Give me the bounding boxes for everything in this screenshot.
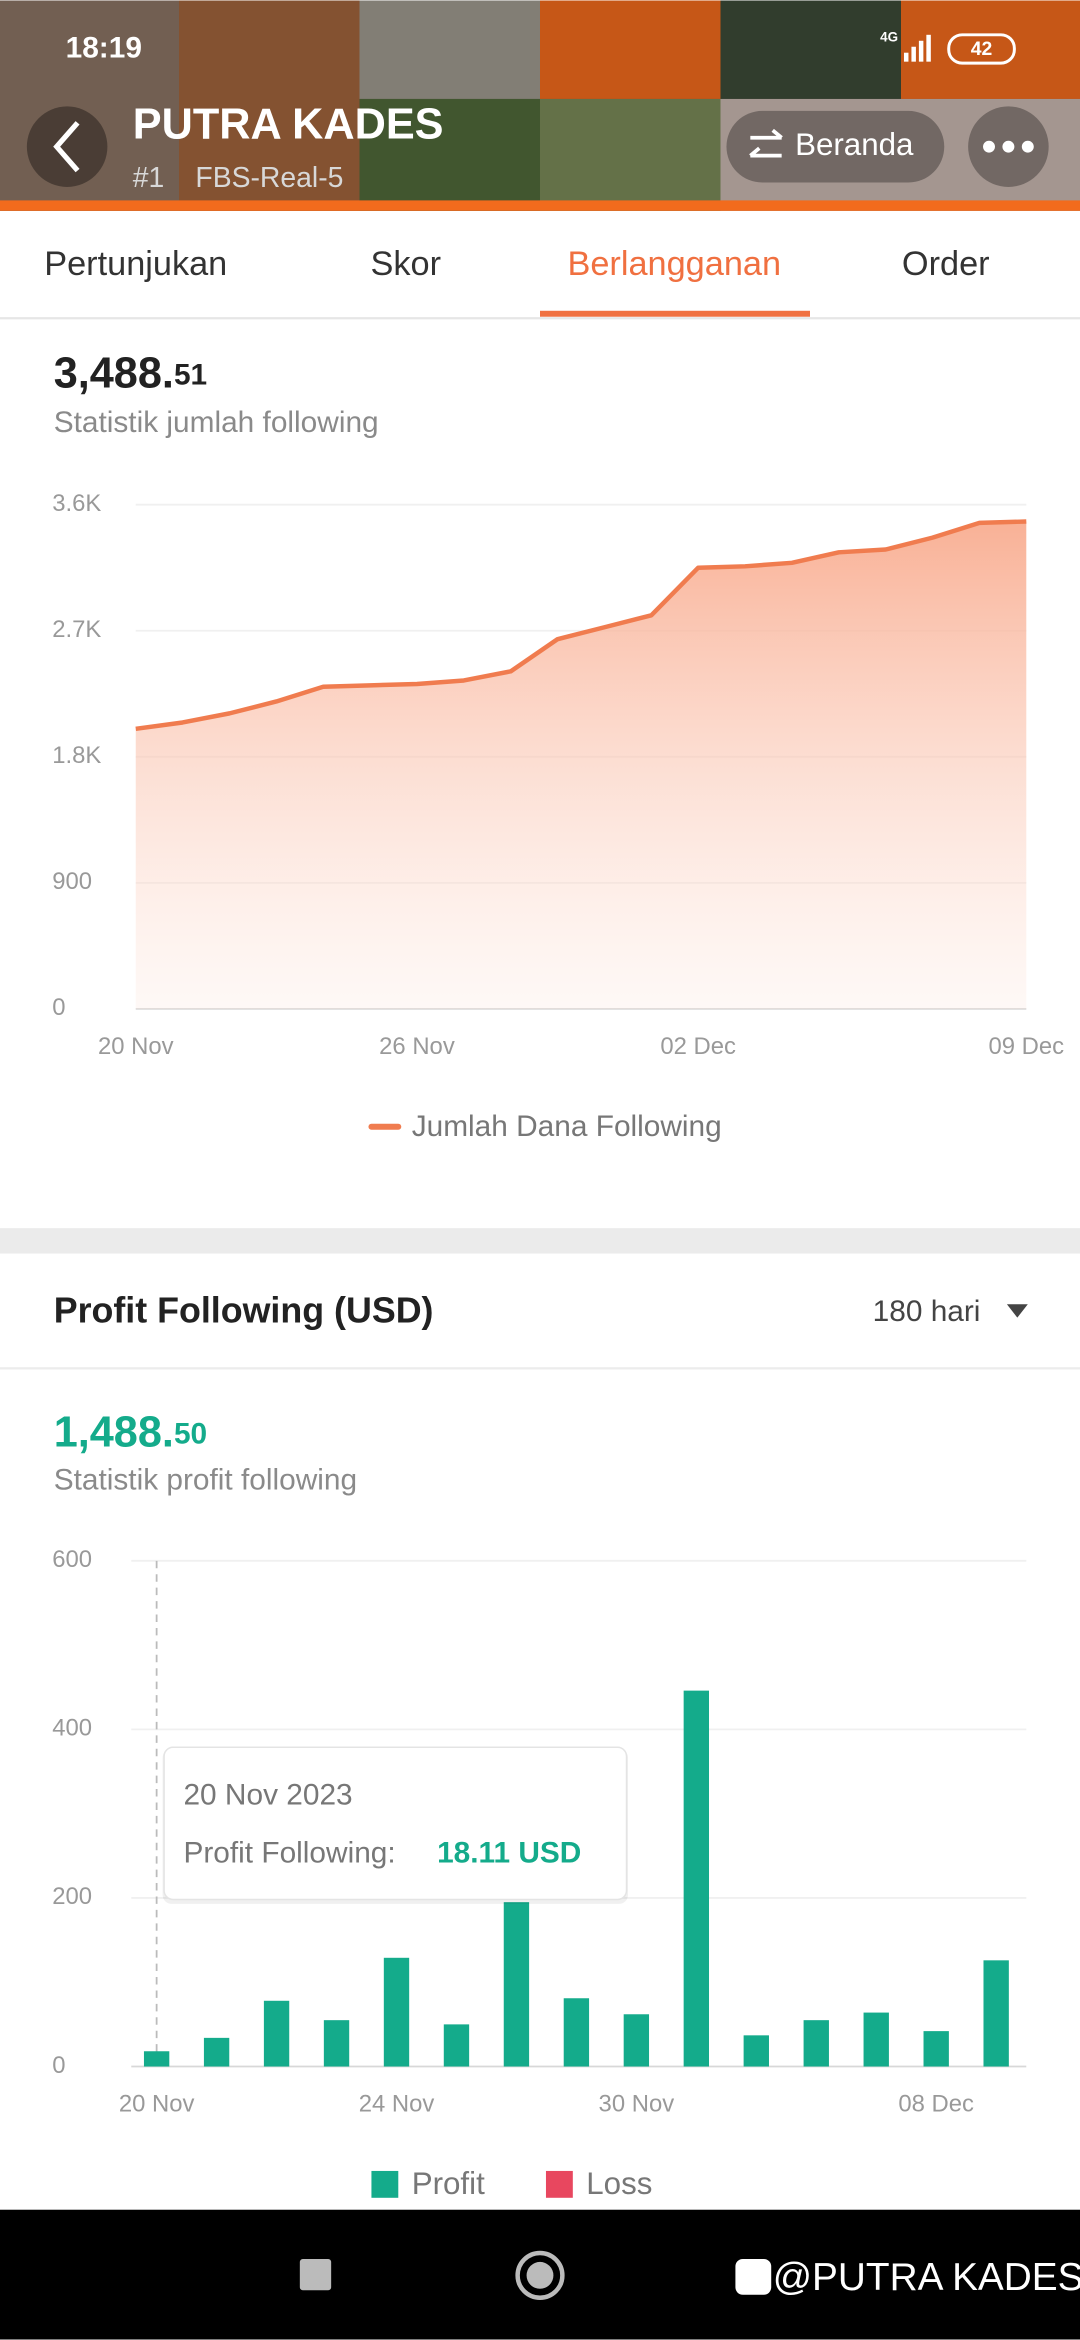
headline-int: 3,488. [54,350,174,398]
y-tick-label: 0 [52,2052,65,2079]
y-tick-label: 1.8K [52,742,101,769]
y-tick-label: 2.7K [52,616,101,643]
header-background [0,0,1080,211]
tab-bar: Pertunjukan Skor Berlangganan Order [0,245,1080,320]
bar [563,1998,590,2067]
tooltip-title: 20 Nov 2023 [183,1778,352,1811]
legend-label: Profit [412,2166,485,2201]
y-tick-label: 200 [52,1883,92,1910]
headline-dec: 50 [174,1417,207,1450]
bar [983,1960,1009,2067]
watermark: @PUTRA KADES [773,2256,1080,2299]
bar [623,2014,650,2067]
tab-indicator [540,310,810,317]
home-button-label: Beranda [795,127,914,162]
tab[interactable]: Order [902,245,990,283]
tab[interactable]: Pertunjukan [44,245,227,283]
bar-chart: 0 200 400 600 20 Nov 24 Nov 30 Nov 08 Dec Profit… [52,1546,1027,2201]
period-selector[interactable]: 180 hari [873,1295,1028,1328]
section-title: Profit Following (USD) [54,1291,434,1331]
chart-subtitle: Statistik jumlah following [54,406,379,439]
more-button[interactable] [968,106,1049,187]
x-tick-label: 08 Dec [898,2091,974,2118]
tooltip [163,1746,628,1901]
y-tick-label: 900 [52,868,92,895]
status-network: 4G [880,29,898,44]
status-time: 18:19 [66,32,142,65]
bar [863,2012,889,2067]
x-tick-label: 24 Nov [359,2091,435,2118]
bar [683,1690,710,2067]
x-tick-label: 20 Nov [98,1033,174,1060]
home-button[interactable]: Beranda [726,110,945,183]
bar [923,2031,949,2067]
headline-dec: 51 [174,358,207,391]
chart-subtitle: Statistik profit following [54,1464,357,1497]
tooltip-label: Profit Following: [183,1837,395,1870]
bar [503,1902,530,2067]
legend-swatch [371,2170,399,2198]
signal-icon [903,34,931,62]
trader-account: FBS-Real-5 [195,162,343,194]
bar [803,2020,829,2067]
home-nav-button[interactable] [515,2250,565,2300]
section-divider [0,1228,1080,1254]
battery-icon [947,33,1016,65]
headline-value: 1,488.50 [54,1409,207,1457]
x-tick-label: 20 Nov [119,2091,195,2118]
battery-level: 42 [971,38,993,60]
x-tick-label: 02 Dec [660,1033,736,1060]
tab[interactable]: Skor [370,245,441,283]
bar [263,2000,290,2067]
line-chart: 0 900 1.8K 2.7K 3.6K 20 Nov 26 Nov 02 Dec 09 Dec… [52,490,1064,1143]
period-label: 180 hari [873,1295,981,1328]
trader-rank: #1 [133,162,165,194]
x-tick-label: 26 Nov [379,1033,455,1060]
y-tick-label: 600 [52,1546,92,1573]
back-button[interactable] [26,106,108,187]
recent-apps-button[interactable] [299,2258,332,2291]
bar [203,2037,230,2067]
x-tick-label: 09 Dec [988,1033,1064,1060]
trader-name: PUTRA KADES [133,101,444,149]
bar [743,2035,769,2067]
y-tick-label: 3.6K [52,490,101,517]
legend-swatch [545,2170,573,2198]
legend-label: Loss [586,2166,652,2201]
bar [323,2020,350,2067]
bar [383,1957,410,2067]
headline-int: 1,488. [54,1409,174,1457]
y-tick-label: 400 [52,1715,92,1742]
tooltip-value: 18.11 USD [437,1837,581,1870]
bar [443,2024,470,2067]
tab[interactable]: Berlangganan [567,245,781,283]
legend-label: Jumlah Dana Following [412,1110,722,1143]
facebook-icon [735,2258,772,2295]
area [135,521,1027,1009]
bar [143,2051,170,2067]
line [135,519,1027,732]
x-tick-label: 30 Nov [599,2091,675,2118]
y-tick-label: 0 [52,994,65,1021]
headline-value: 3,488.51 [54,350,207,398]
